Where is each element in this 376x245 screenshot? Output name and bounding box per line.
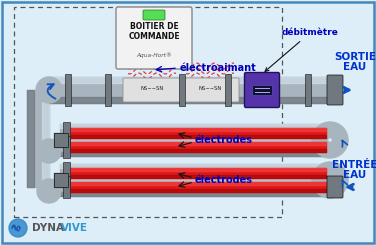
Circle shape [329,139,331,141]
Bar [105,74,111,106]
Circle shape [9,219,27,237]
Text: électrodes: électrodes [195,175,253,185]
Text: EAU: EAU [343,62,367,72]
Text: débitmètre: débitmètre [265,28,339,71]
Text: électroaimant: électroaimant [180,63,257,73]
Text: EAU: EAU [343,170,367,180]
Circle shape [312,162,348,198]
Circle shape [37,139,61,163]
Bar [305,74,311,106]
Text: VIVE: VIVE [61,223,88,233]
Text: COMMANDE: COMMANDE [128,32,180,41]
Bar [62,176,70,198]
FancyBboxPatch shape [123,78,181,102]
Circle shape [36,77,62,103]
Text: NS∼∼SN: NS∼∼SN [199,86,221,91]
Text: électrodes: électrodes [195,135,253,145]
Bar [179,74,185,106]
FancyBboxPatch shape [116,7,192,69]
FancyBboxPatch shape [181,78,239,102]
Bar [252,85,272,95]
Bar [225,74,231,106]
Text: DYNA: DYNA [32,223,64,233]
FancyBboxPatch shape [143,10,165,20]
FancyBboxPatch shape [327,75,343,105]
FancyBboxPatch shape [244,73,279,108]
Bar [62,122,70,144]
FancyBboxPatch shape [327,176,343,198]
Circle shape [312,122,348,158]
Text: SORTIE: SORTIE [334,52,376,62]
Text: NS∼∼SN: NS∼∼SN [140,86,164,91]
Bar [62,162,70,184]
Bar [265,74,271,106]
Text: ENTRÉE: ENTRÉE [332,160,376,170]
Bar [62,136,70,158]
Bar [14,7,282,217]
Bar [65,74,71,106]
Circle shape [37,179,61,203]
Text: Aqua-Hort®: Aqua-Hort® [136,53,172,58]
Circle shape [329,179,331,181]
Text: BOITIER DE: BOITIER DE [130,22,178,31]
